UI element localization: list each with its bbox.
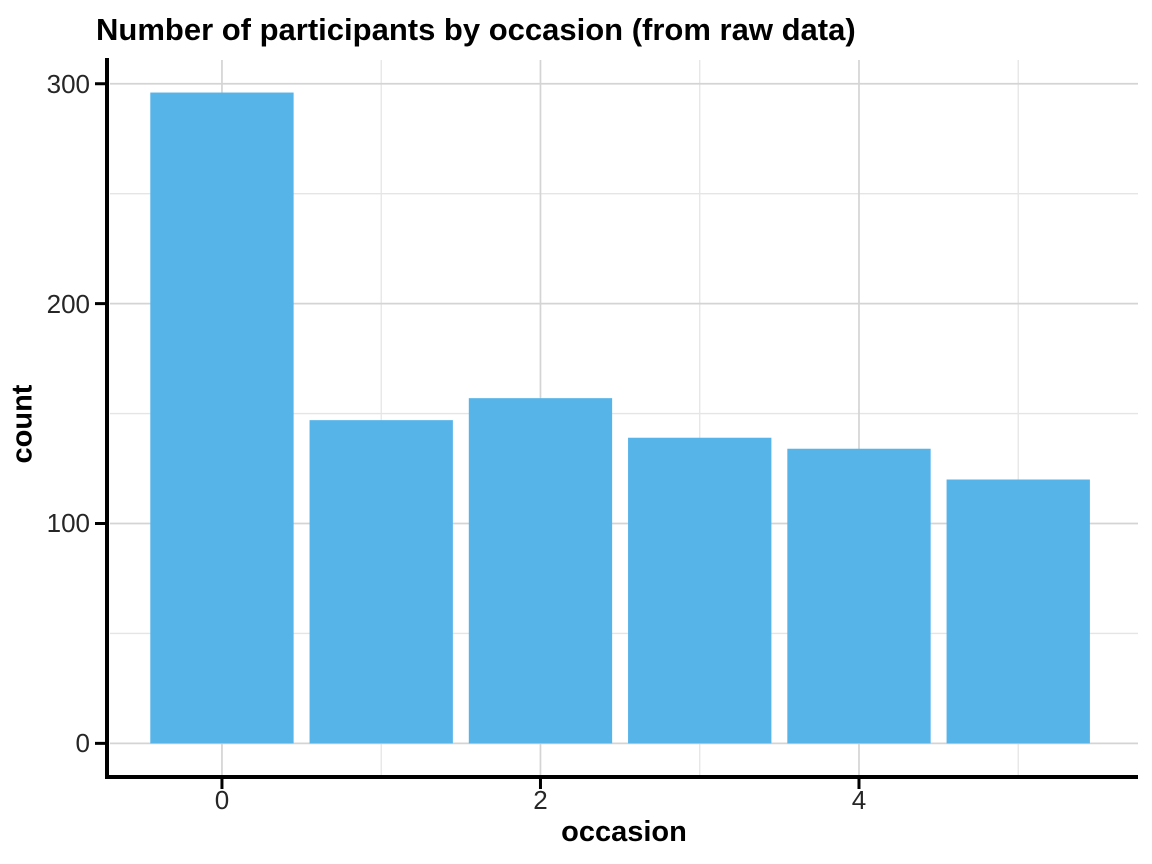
chart-title: Number of participants by occasion (from…: [96, 12, 856, 47]
bar: [946, 479, 1090, 744]
y-tick-label: 100: [46, 508, 90, 539]
y-tick-label: 200: [46, 288, 90, 319]
bar: [787, 448, 931, 744]
y-tick-label: 300: [46, 68, 90, 99]
bar: [150, 92, 294, 744]
y-axis-title: count: [6, 384, 39, 464]
bar: [628, 437, 772, 744]
x-axis-title: occasion: [561, 816, 687, 848]
bar: [468, 398, 613, 744]
x-tick-label: 4: [851, 785, 867, 815]
x-tick-label: 0: [214, 785, 230, 815]
x-tick-label: 2: [533, 785, 548, 815]
y-tick-label: 0: [75, 728, 90, 759]
bar: [309, 420, 453, 744]
